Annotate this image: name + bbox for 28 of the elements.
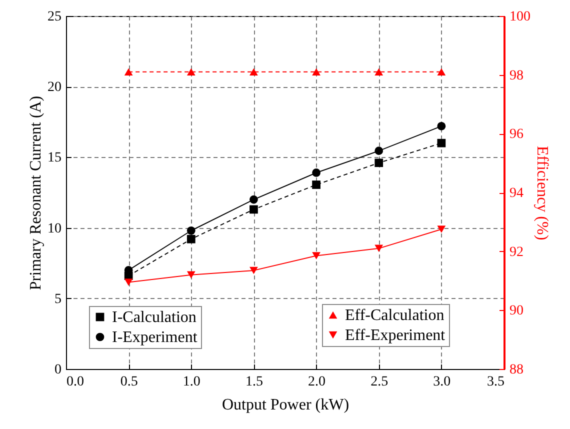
x-tick-label: 3.5 [487, 374, 504, 390]
legend-label: Eff-Calculation [345, 307, 444, 324]
y-tick-label: 5 [54, 292, 62, 307]
y2-tick-label: 88 [510, 362, 524, 378]
y2-tick-label: 98 [510, 68, 524, 84]
y2-tick-label: 92 [510, 244, 524, 260]
x-tick-label: 1.0 [182, 374, 200, 390]
x-tick-label: 1.5 [245, 374, 263, 390]
y-axis-title: Primary Resonant Current (A) [28, 96, 44, 290]
legend-label: I-Calculation [112, 309, 196, 326]
y-tick-label: 20 [48, 80, 62, 96]
x-tick-label: 3.0 [433, 374, 451, 390]
y2-axis-title: Efficiency (%) [534, 146, 550, 240]
x-tick-label: 0.5 [120, 374, 138, 390]
y-tick-label: 10 [48, 221, 62, 236]
x-tick-label: 0.0 [66, 374, 84, 390]
y2-tick-label: 90 [510, 304, 524, 319]
y-tick-label: 25 [48, 10, 62, 24]
legend-label: I-Experiment [112, 329, 198, 346]
y-tick-label: 0 [54, 362, 62, 378]
x-tick-label: 2.5 [370, 374, 388, 390]
legend-label: Eff-Experiment [345, 327, 446, 344]
y-tick-label: 15 [48, 150, 62, 166]
x-tick-label: 2.0 [308, 374, 326, 390]
y2-tick-label: 94 [510, 186, 524, 201]
y2-tick-label: 96 [510, 127, 524, 142]
x-axis-title: Output Power (kW) [222, 396, 350, 414]
y2-tick-label: 100 [510, 10, 530, 24]
